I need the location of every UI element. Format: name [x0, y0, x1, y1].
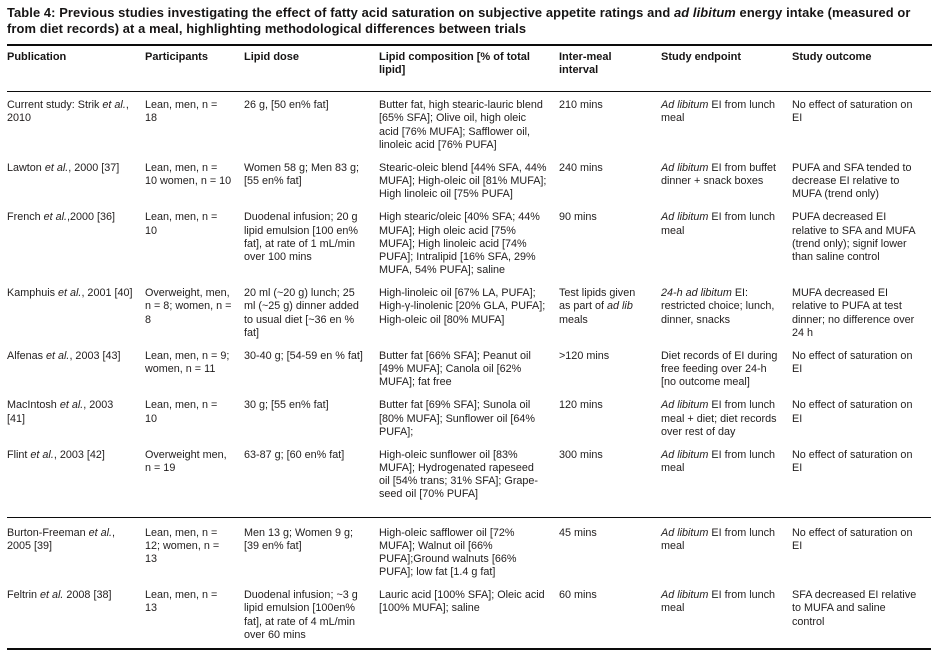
column-header-inter-meal-interval: Inter-meal interval [559, 45, 661, 93]
cell-inter-meal-interval: 45 mins [559, 516, 661, 583]
cell-lipid-composition: High-oleic safflower oil [72% MUFA]; Wal… [379, 516, 559, 583]
column-header-participants: Participants [145, 45, 244, 93]
table-body: Current study: Strik et al., 2010 Lean, … [7, 92, 931, 649]
cell-participants: Overweight men, n = 19 [145, 448, 227, 475]
table-row: Feltrin et al. 2008 [38] Lean, men, n = … [7, 582, 931, 649]
cell-publication: Kamphuis et al., 2001 [40] [7, 287, 133, 300]
cell-study-outcome: PUFA and SFA tended to decrease EI relat… [792, 161, 912, 201]
cell-lipid-dose: 30 g; [55 en% fat] [244, 399, 329, 412]
table-title: Table 4: Previous studies investigating … [7, 5, 911, 37]
header-row: Publication Participants Lipid dose Lipi… [7, 45, 931, 93]
cell-lipid-dose: 63-87 g; [60 en% fat] [244, 448, 345, 461]
table-row: Alfenas et al., 2003 [43] Lean, men, n =… [7, 343, 931, 393]
cell-study-endpoint: Ad libitum EI from lunch meal [661, 589, 776, 615]
cell-lipid-composition: Butter fat, high stearic-lauric blend [6… [379, 99, 543, 151]
cell-publication: Alfenas et al., 2003 [43] [7, 349, 121, 362]
cell-publication: French et al.,2000 [36] [7, 211, 116, 224]
cell-lipid-dose: Duodenal infusion; ~3 g lipid emulsion [… [244, 589, 358, 641]
cell-study-endpoint: 24-h ad libitum EI: restricted choice; l… [661, 287, 775, 326]
cell-inter-meal-interval: Test lipids given as part of ad lib meal… [559, 287, 636, 326]
cell-inter-meal-interval: 210 mins [559, 99, 603, 112]
cell-lipid-dose: 30-40 g; [54-59 en % fat] [244, 349, 363, 362]
cell-study-outcome: No effect of saturation on EI [792, 99, 913, 125]
column-header-study-outcome: Study outcome [792, 45, 931, 93]
table-row: Kamphuis et al., 2001 [40] Overweight, m… [7, 280, 931, 343]
cell-lipid-dose: Men 13 g; Women 9 g; [39 en% fat] [244, 516, 379, 583]
cell-study-endpoint: Ad libitum EI from lunch meal + diet; di… [661, 399, 777, 438]
table-row: Lawton et al., 2000 [37] Lean, men, n = … [7, 155, 931, 205]
cell-study-endpoint: Ad libitum EI from lunch meal [661, 448, 776, 475]
column-header-lipid-composition: Lipid composition [% of total lipid] [379, 45, 559, 93]
cell-study-endpoint: Ad libitum EI from lunch meal [661, 516, 792, 583]
cell-publication: MacIntosh et al., 2003 [41] [7, 399, 114, 425]
cell-study-outcome: MUFA decreased EI relative to PUFA at te… [792, 287, 915, 339]
cell-lipid-dose: 26 g, [50 en% fat] [244, 99, 329, 112]
cell-inter-meal-interval: 300 mins [559, 448, 603, 461]
cell-study-outcome: No effect of saturation on EI [792, 516, 931, 583]
cell-inter-meal-interval: 240 mins [559, 161, 603, 174]
cell-lipid-composition: High stearic/oleic [40% SFA; 44% MUFA]; … [379, 211, 540, 277]
cell-study-endpoint: Ad libitum EI from lunch meal [661, 211, 776, 237]
cell-study-outcome: SFA decreased EI relative to MUFA and sa… [792, 589, 917, 628]
cell-lipid-composition: Stearic-oleic blend [44% SFA, 44% MUFA];… [379, 161, 547, 201]
cell-inter-meal-interval: 120 mins [559, 399, 603, 412]
table-row: French et al.,2000 [36] Lean, men, n = 1… [7, 204, 931, 280]
cell-participants: Lean, men, n = 10 [145, 211, 218, 237]
table-row: Burton-Freeman et al., 2005 [39] Lean, m… [7, 516, 931, 583]
cell-lipid-composition: Butter fat [69% SFA]; Sunola oil [80% MU… [379, 399, 536, 438]
table-row: Current study: Strik et al., 2010 Lean, … [7, 92, 931, 155]
cell-study-endpoint: Ad libitum EI from buffet dinner + snack… [661, 161, 777, 188]
table-header: Publication Participants Lipid dose Lipi… [7, 45, 931, 93]
cell-study-outcome: No effect of saturation on EI [792, 448, 913, 475]
cell-inter-meal-interval: >120 mins [559, 349, 610, 362]
cell-publication: Lawton et al., 2000 [37] [7, 161, 120, 174]
cell-lipid-dose: Duodenal infusion; 20 g lipid emulsion [… [244, 211, 359, 263]
cell-participants: Lean, men, n = 9; women, n = 11 [145, 349, 230, 376]
cell-publication: Burton-Freeman et al., 2005 [39] [7, 516, 145, 583]
cell-lipid-composition: High-oleic sunflower oil [83% MUFA]; Hyd… [379, 448, 539, 501]
column-header-lipid-dose: Lipid dose [244, 45, 379, 93]
cell-study-outcome: No effect of saturation on EI [792, 349, 913, 376]
cell-participants: Lean, men, n = 12; women, n = 13 [145, 516, 244, 583]
cell-lipid-composition: Lauric acid [100% SFA]; Oleic acid [100%… [379, 589, 545, 615]
table-row: MacIntosh et al., 2003 [41] Lean, men, n… [7, 392, 931, 442]
column-header-study-endpoint: Study endpoint [661, 45, 792, 93]
cell-study-endpoint: Ad libitum EI from lunch meal [661, 99, 776, 125]
cell-publication: Current study: Strik et al., 2010 [7, 99, 129, 125]
cell-participants: Lean, men, n = 10 women, n = 10 [145, 161, 232, 188]
cell-lipid-composition: High-linoleic oil [67% LA, PUFA]; High-γ… [379, 287, 546, 326]
cell-study-endpoint: Diet records of EI during free feeding o… [661, 349, 778, 389]
cell-lipid-dose: Women 58 g; Men 83 g; [55 en% fat] [244, 161, 360, 188]
cell-lipid-dose: 20 ml (~20 g) lunch; 25 ml (~25 g) dinne… [244, 287, 359, 339]
column-header-publication: Publication [7, 45, 145, 93]
cell-inter-meal-interval: 90 mins [559, 211, 597, 224]
cell-publication: Flint et al., 2003 [42] [7, 448, 105, 461]
cell-lipid-composition: Butter fat [66% SFA]; Peanut oil [49% MU… [379, 349, 531, 389]
cell-study-outcome: No effect of saturation on EI [792, 399, 913, 425]
studies-table: Publication Participants Lipid dose Lipi… [7, 45, 931, 650]
cell-participants: Lean, men, n = 18 [145, 99, 218, 125]
cell-participants: Overweight, men, n = 8; women, n = 8 [145, 287, 232, 326]
cell-participants: Lean, men, n = 10 [145, 399, 218, 425]
cell-publication: Feltrin et al. 2008 [38] [7, 589, 112, 602]
cell-inter-meal-interval: 60 mins [559, 589, 597, 602]
table-row: Flint et al., 2003 [42] Overweight men, … [7, 442, 931, 517]
cell-participants: Lean, men, n = 13 [145, 589, 218, 615]
table-container: Publication Participants Lipid dose Lipi… [7, 43, 932, 650]
cell-study-outcome: PUFA decreased EI relative to SFA and MU… [792, 211, 916, 263]
